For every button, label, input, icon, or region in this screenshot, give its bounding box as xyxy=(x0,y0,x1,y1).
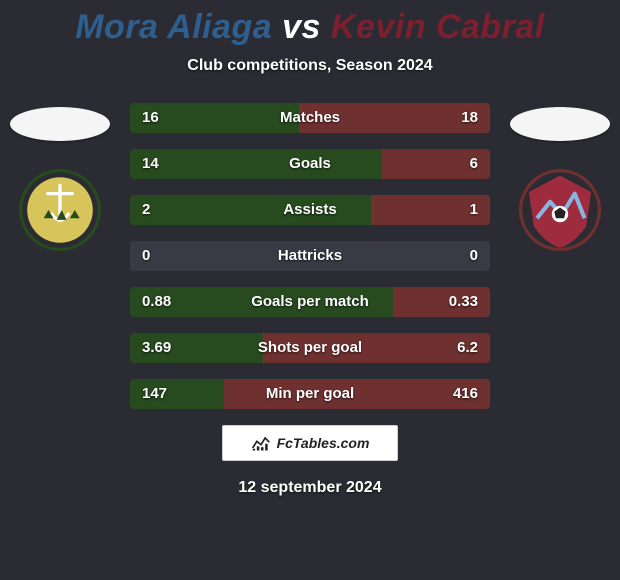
page-title: Mora Aliaga vs Kevin Cabral xyxy=(0,0,620,47)
player2-name: Kevin Cabral xyxy=(331,8,545,46)
right-team-column xyxy=(500,103,620,251)
stat-label: Goals xyxy=(130,149,490,179)
stat-label: Assists xyxy=(130,195,490,225)
stat-label: Hattricks xyxy=(130,241,490,271)
stat-label: Matches xyxy=(130,103,490,133)
brand-badge[interactable]: FcTables.com xyxy=(222,425,398,461)
stat-label: Goals per match xyxy=(130,287,490,317)
subtitle: Club competitions, Season 2024 xyxy=(0,57,620,75)
brand-text: FcTables.com xyxy=(277,435,370,451)
player1-photo-placeholder xyxy=(10,107,110,141)
date-text: 12 september 2024 xyxy=(0,479,620,497)
comparison-panel: 1618Matches 146Goals 21Assists 00Hattricks 0… xyxy=(0,103,620,409)
player2-photo-placeholder xyxy=(510,107,610,141)
stat-label: Shots per goal xyxy=(130,333,490,363)
stat-row: 3.696.2Shots per goal xyxy=(130,333,490,363)
team2-badge-icon xyxy=(519,169,601,251)
stat-row: 147416Min per goal xyxy=(130,379,490,409)
player1-name: Mora Aliaga xyxy=(75,8,272,46)
stat-row: 21Assists xyxy=(130,195,490,225)
stat-row: 146Goals xyxy=(130,149,490,179)
vs-text: vs xyxy=(282,8,331,46)
team1-badge-icon xyxy=(19,169,101,251)
stat-row: 00Hattricks xyxy=(130,241,490,271)
stat-row: 1618Matches xyxy=(130,103,490,133)
stat-label: Min per goal xyxy=(130,379,490,409)
stat-row: 0.880.33Goals per match xyxy=(130,287,490,317)
stats-list: 1618Matches 146Goals 21Assists 00Hattricks 0… xyxy=(130,103,490,409)
brand-icon xyxy=(251,434,271,452)
left-team-column xyxy=(0,103,120,251)
